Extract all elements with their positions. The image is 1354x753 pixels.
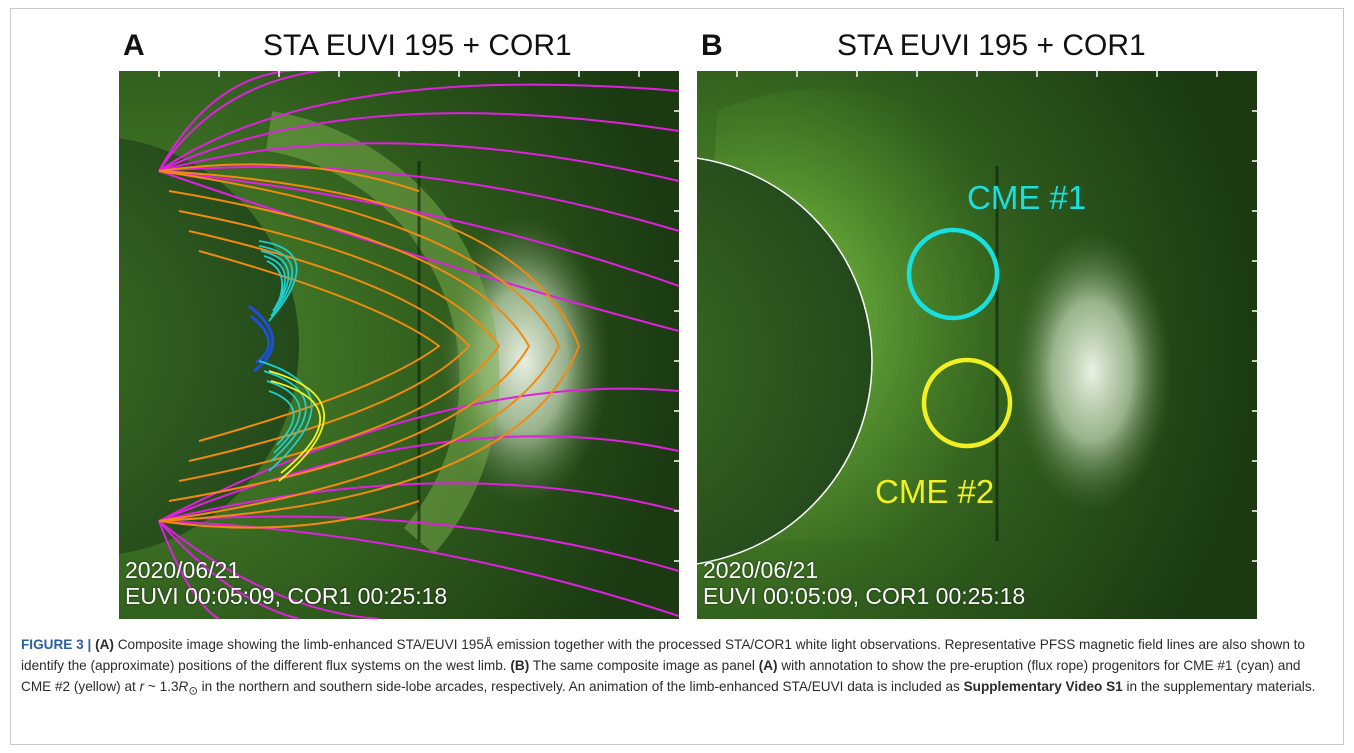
caption-sun-subscript: ⊙ (188, 686, 198, 698)
caption-b-label: (B) (510, 658, 529, 673)
caption-b-text-1: The same composite image as panel (529, 658, 758, 673)
caption-figure-label: FIGURE 3 | (21, 637, 95, 652)
cme1-label: CME #1 (967, 179, 1086, 217)
caption-b-ref: (A) (759, 658, 778, 673)
cme2-label: CME #2 (875, 473, 994, 511)
figure-frame: A STA EUVI 195 + COR1 B STA EUVI 195 + C… (10, 8, 1344, 745)
caption-b-text-4: in the supplementary materials. (1123, 679, 1316, 694)
panel-a-letter: A (123, 29, 145, 63)
panel-b-image: CME #1 CME #2 2020/06/21 EUVI 00:05:09, … (697, 71, 1257, 619)
caption-video-label: Supplementary Video S1 (964, 679, 1123, 694)
caption-b-text-3: in the northern and southern side-lobe a… (198, 679, 964, 694)
panel-b-letter: B (701, 29, 723, 63)
caption-a-label: (A) (95, 637, 114, 652)
panel-a-image: 2020/06/21 EUVI 00:05:09, COR1 00:25:18 (119, 71, 679, 619)
caption-r-text: ~ 1.3 (144, 679, 178, 694)
panel-b-title: STA EUVI 195 + COR1 (837, 29, 1146, 63)
caption-r-unit: R (179, 679, 189, 694)
panel-a-date: 2020/06/21 (125, 557, 240, 584)
panel-b-times: EUVI 00:05:09, COR1 00:25:18 (703, 583, 1025, 610)
panel-b-svg (697, 71, 1257, 619)
panel-a-times: EUVI 00:05:09, COR1 00:25:18 (125, 583, 447, 610)
panel-b-date: 2020/06/21 (703, 557, 818, 584)
panel-a-title: STA EUVI 195 + COR1 (263, 29, 572, 63)
figure-caption: FIGURE 3 | (A) Composite image showing t… (21, 634, 1331, 703)
panel-a-svg (119, 71, 679, 619)
